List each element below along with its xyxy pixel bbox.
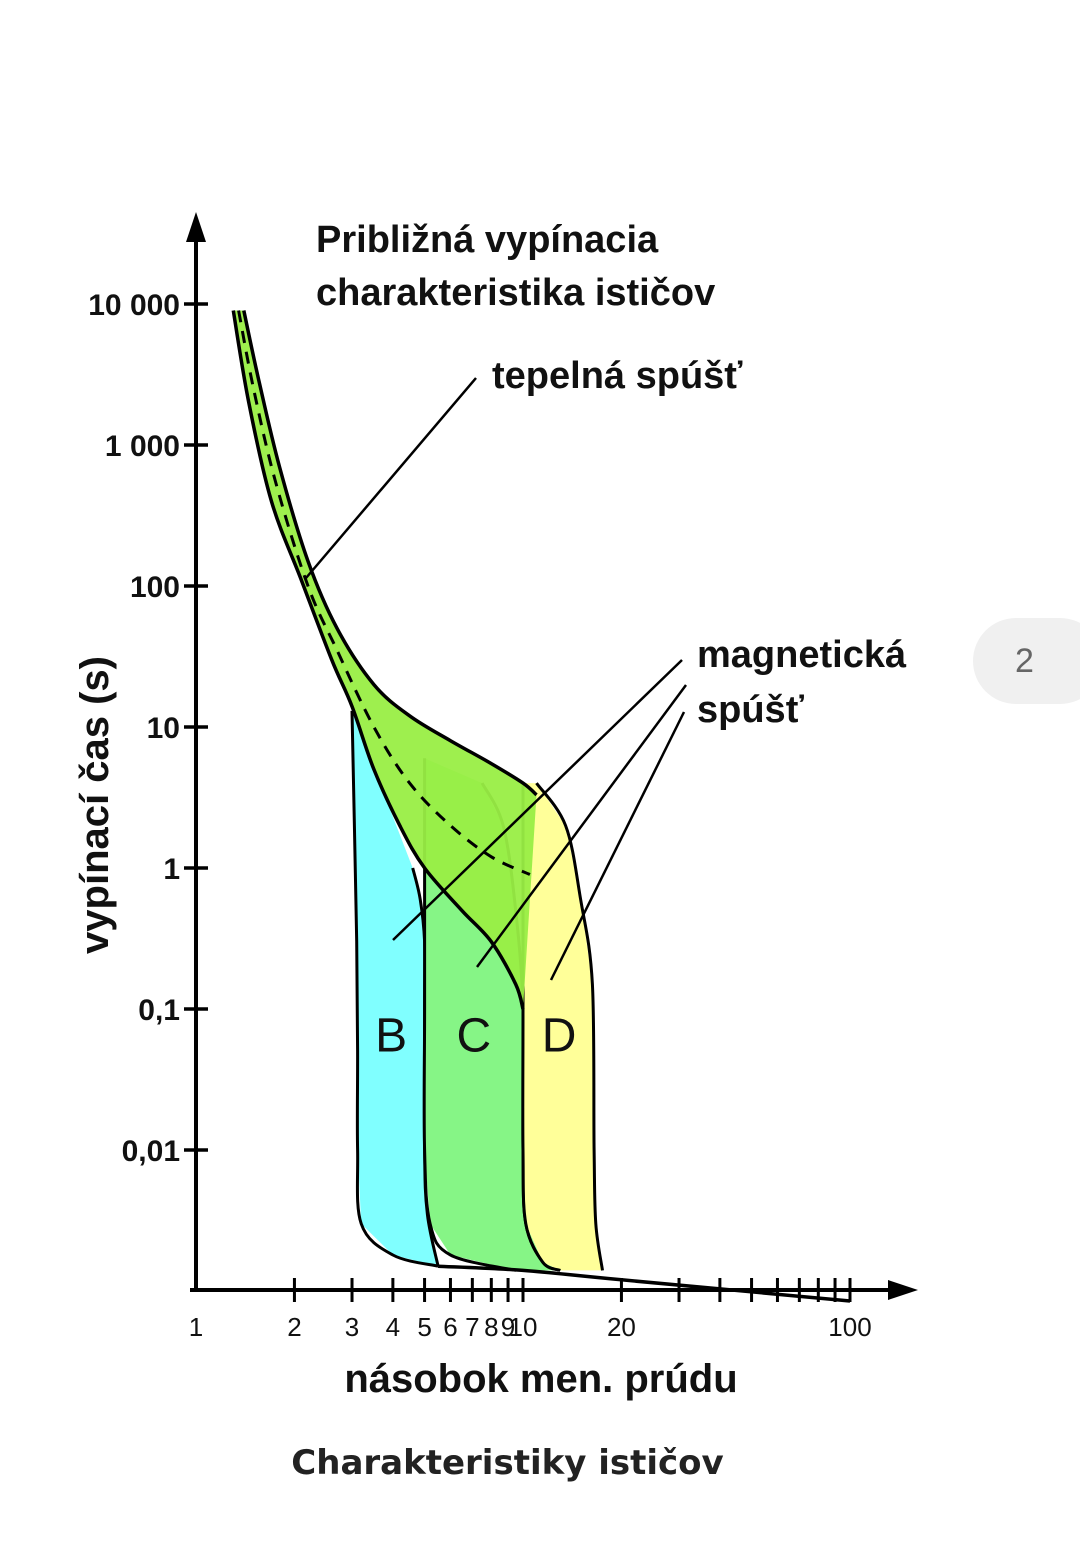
x-axis-label: násobok men. prúdu — [344, 1357, 737, 1401]
magnetic-leader-line-d — [549, 711, 686, 981]
y-tick-label: 0,01 — [122, 1135, 180, 1168]
zone-d-right-curve — [535, 782, 604, 1271]
annotations-layer: Približná vypínacia charakteristika isti… — [73, 219, 907, 1401]
thermal-upper-curve — [242, 310, 538, 797]
page-number-badge[interactable]: 2 — [973, 618, 1080, 704]
zone-label-b: B — [375, 1009, 407, 1062]
magnetic-leader-line-b — [392, 659, 683, 941]
magnetic-trip-label-line-1: magnetická — [697, 634, 907, 676]
x-tick-label: 10 — [509, 1312, 538, 1342]
x-tick-label: 1 — [189, 1312, 203, 1342]
zone-b-left-curve — [350, 710, 439, 1268]
thermal-leader-line — [305, 377, 477, 579]
zone-b-fill — [352, 710, 439, 1267]
thermal-trip-label: tepelná spúšť — [492, 355, 743, 397]
x-tick-label: 6 — [443, 1312, 457, 1342]
zone-label-d: D — [542, 1009, 577, 1062]
zone-d-fill — [523, 783, 603, 1271]
x-tick-label: 5 — [417, 1312, 431, 1342]
y-tick-label: 0,1 — [138, 994, 180, 1027]
x-tick-label: 9 — [501, 1312, 515, 1342]
zone-label-c: C — [456, 1009, 491, 1062]
magnetic-leader-line-c — [475, 684, 688, 968]
magnetic-trip-label-line-2: spúšť — [697, 689, 805, 731]
thermal-lower-curve — [231, 310, 525, 1010]
x-tick-label: 2 — [287, 1312, 301, 1342]
y-axis-arrow — [186, 212, 206, 242]
y-tick-label: 1 000 — [105, 430, 180, 463]
x-tick-label: 100 — [828, 1312, 871, 1342]
x-tick-label: 8 — [484, 1312, 498, 1342]
y-axis-label: vypínací čas (s) — [73, 656, 117, 954]
chart-title-line-2: charakteristika ističov — [316, 272, 715, 314]
thermal-band-fill — [233, 310, 537, 1009]
y-tick-label: 10 — [147, 712, 180, 745]
y-tick-label: 10 000 — [88, 289, 180, 322]
x-tick-label: 7 — [465, 1312, 479, 1342]
x-tick-label: 20 — [607, 1312, 636, 1342]
y-tick-label: 1 — [163, 853, 180, 886]
x-axis-arrow — [888, 1280, 918, 1300]
instantaneous-tail-curve — [438, 1264, 851, 1303]
x-tick-label: 4 — [386, 1312, 400, 1342]
chart-title-line-1: Približná vypínacia — [316, 219, 659, 261]
figure-caption: Charakteristiky ističov — [291, 1443, 724, 1483]
y-tick-label: 100 — [130, 571, 180, 604]
x-tick-label: 3 — [345, 1312, 359, 1342]
